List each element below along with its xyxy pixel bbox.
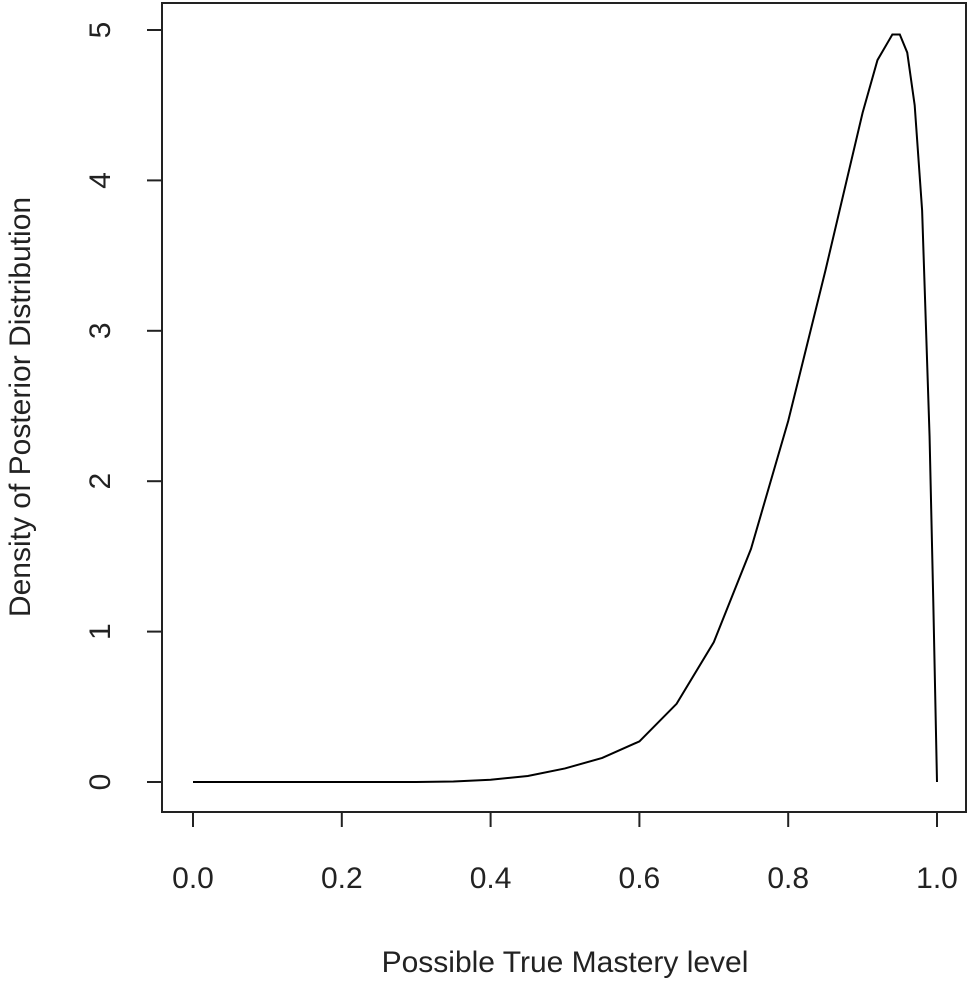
y-tick-label: 4	[84, 172, 117, 189]
x-tick-label: 1.0	[916, 862, 958, 895]
density-line	[193, 33, 938, 783]
y-axis-title: Density of Posterior Distribution	[4, 197, 37, 617]
x-tick-label: 0.2	[321, 862, 363, 895]
x-tick-label: 0.0	[172, 862, 214, 895]
x-tick-label: 0.4	[470, 862, 512, 895]
x-tick-label: 0.6	[619, 862, 661, 895]
x-axis-title: Possible True Mastery level	[382, 946, 749, 979]
y-tick-label: 3	[84, 322, 117, 339]
x-tick-label: 0.8	[767, 862, 809, 895]
plot-box	[161, 2, 967, 813]
y-tick-label: 5	[84, 22, 117, 39]
y-tick-label: 1	[84, 623, 117, 640]
y-tick-label: 0	[84, 774, 117, 791]
y-tick-label: 2	[84, 473, 117, 490]
